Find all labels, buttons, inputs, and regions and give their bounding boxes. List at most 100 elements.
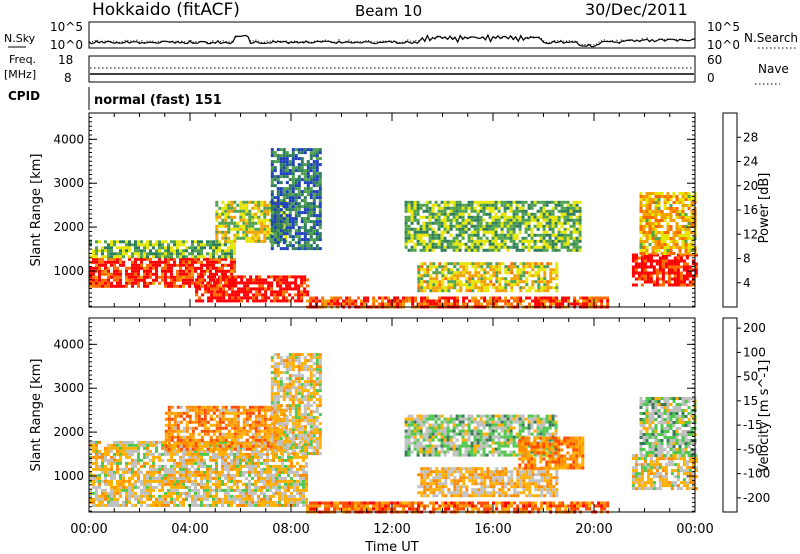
power-cell: [546, 289, 550, 293]
power-cell: [318, 238, 322, 242]
velocity-cell: [146, 473, 149, 477]
power-cell: [185, 255, 188, 259]
power-cell: [197, 240, 200, 244]
power-cell: [678, 216, 682, 219]
power-cell: [429, 283, 433, 287]
power-cell: [221, 236, 225, 240]
power-cell: [303, 211, 307, 215]
velocity-cell: [203, 497, 206, 501]
power-cell: [575, 218, 579, 222]
power-cell: [248, 224, 252, 228]
velocity-cell: [170, 467, 173, 471]
power-cell: [578, 206, 582, 210]
velocity-cell: [257, 452, 260, 456]
velocity-cell: [125, 479, 128, 483]
power-cell: [155, 249, 158, 253]
power-cell: [473, 230, 477, 234]
power-cell: [504, 283, 508, 287]
power-cell: [527, 239, 531, 243]
power-cell: [652, 283, 656, 287]
power-cell: [684, 213, 688, 216]
power-cell: [429, 280, 433, 284]
power-cell: [444, 277, 448, 281]
power-cell: [678, 237, 682, 240]
power-cell: [660, 252, 664, 255]
power-cell: [303, 238, 307, 242]
power-cell: [206, 240, 209, 244]
power-cell: [381, 302, 385, 306]
power-cell: [545, 224, 549, 228]
power-cell: [458, 215, 462, 219]
velocity-cell: [290, 497, 293, 501]
velocity-cell: [242, 503, 245, 507]
power-cell: [282, 196, 286, 200]
velocity-cell: [104, 494, 107, 498]
power-cell: [524, 227, 528, 231]
power-cell: [434, 212, 438, 216]
power-cell: [246, 290, 250, 294]
power-cell: [578, 245, 582, 249]
power-cell: [566, 212, 570, 216]
power-cell: [218, 230, 222, 234]
power-cell: [540, 280, 544, 284]
power-cell: [104, 278, 107, 282]
power-cell: [260, 221, 264, 225]
power-cell: [450, 286, 454, 290]
power-cell: [579, 302, 583, 306]
power-cell: [404, 224, 408, 228]
velocity-cell: [302, 470, 305, 474]
power-cell: [224, 203, 228, 207]
power-cell: [288, 160, 292, 164]
power-cell: [210, 299, 214, 303]
power-cell: [453, 286, 457, 290]
power-cell: [458, 206, 462, 210]
velocity-cell: [227, 485, 230, 489]
power-cell: [654, 243, 658, 246]
power-cell: [521, 236, 525, 240]
velocity-cell: [200, 455, 203, 459]
power-cell: [681, 240, 685, 243]
power-cell: [440, 230, 444, 234]
power-cell: [567, 299, 571, 303]
power-cell: [167, 249, 170, 253]
power-cell: [422, 221, 426, 225]
power-cell: [143, 255, 146, 259]
power-cell: [354, 302, 358, 306]
power-cell: [425, 242, 429, 246]
power-cell: [203, 257, 206, 261]
power-cell: [191, 263, 194, 267]
velocity-cell: [92, 503, 95, 507]
velocity-cell: [248, 479, 251, 483]
power-cell: [639, 240, 643, 243]
power-cell: [140, 257, 143, 261]
power-cell: [654, 231, 658, 234]
power-cell: [648, 207, 652, 210]
power-cell: [518, 215, 522, 219]
power-cell: [300, 238, 304, 242]
power-cell: [649, 274, 653, 278]
power-cell: [527, 221, 531, 225]
power-cell: [231, 278, 235, 282]
power-cell: [89, 272, 92, 276]
power-cell: [678, 201, 682, 204]
power-cell: [486, 283, 490, 287]
power-cell: [639, 228, 643, 231]
power-cell: [477, 262, 481, 266]
power-cell: [446, 206, 450, 210]
velocity-cell: [179, 473, 182, 477]
power-cell: [206, 243, 209, 247]
power-cell: [125, 266, 128, 270]
velocity-cell: [230, 485, 233, 489]
velocity-cell: [218, 473, 221, 477]
velocity-cell: [176, 494, 179, 498]
velocity-cell: [173, 473, 176, 477]
velocity-cell: [116, 485, 119, 489]
power-cell: [260, 239, 264, 243]
velocity-cell: [296, 503, 299, 507]
power-cell: [426, 265, 430, 269]
velocity-cell: [197, 470, 200, 474]
power-cell: [582, 296, 586, 300]
velocity-cell: [104, 479, 107, 483]
power-cell: [191, 260, 194, 264]
power-cell: [681, 192, 685, 195]
